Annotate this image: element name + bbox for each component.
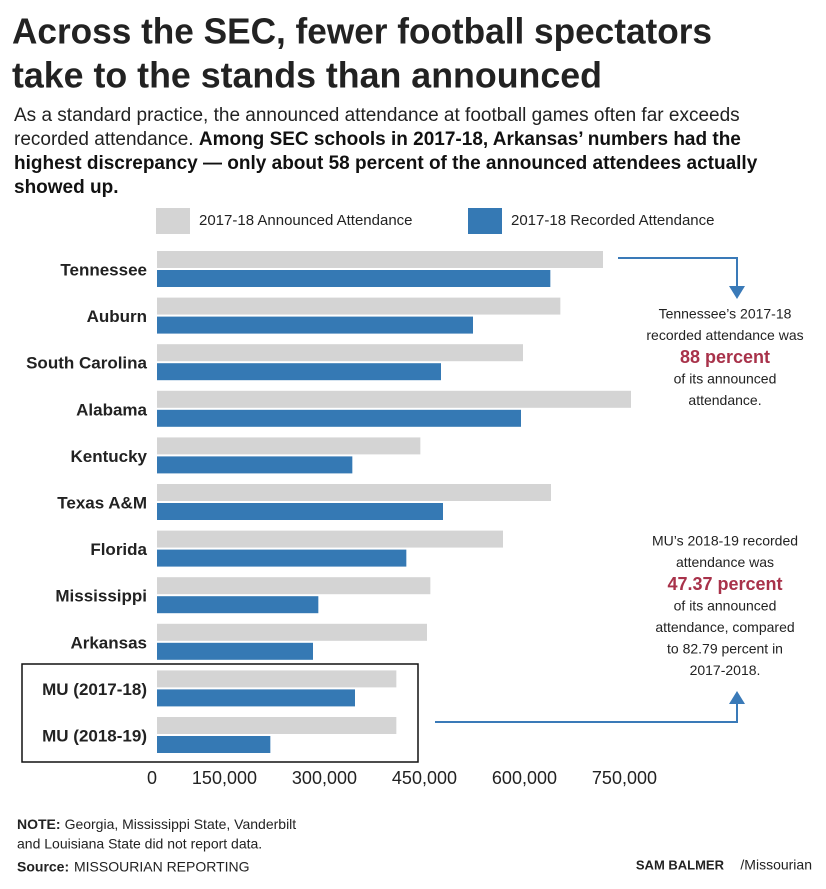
bar <box>157 484 551 501</box>
title-line: Across the SEC, fewer football spectator… <box>12 11 712 52</box>
x-tick-label: 300,000 <box>292 768 357 788</box>
annotation-highlight: 47.37 percent <box>667 574 782 594</box>
bar <box>157 717 397 734</box>
x-tick-label: 150,000 <box>192 768 257 788</box>
source: MISSOURIAN REPORTING <box>74 859 250 875</box>
legend-swatch <box>468 208 502 234</box>
subtitle-bold: Among SEC schools in 2017-18, Arkansas’ … <box>14 129 758 198</box>
category-label: MU (2018-19) <box>42 726 147 745</box>
bar <box>157 530 503 548</box>
arrowhead <box>729 691 745 704</box>
bar <box>157 456 353 474</box>
bar <box>157 503 443 520</box>
annotation-text: MU’s 2018-19 recorded <box>652 533 798 549</box>
bar <box>157 409 521 427</box>
category-label: Mississippi <box>55 587 147 606</box>
subtitle: As a standard practice, the announced at… <box>14 104 804 200</box>
legend-label: 2017-18 Recorded Attendance <box>511 212 715 229</box>
x-tick-label: 750,000 <box>592 768 657 788</box>
x-tick-label: 0 <box>147 768 157 788</box>
bar <box>157 689 355 707</box>
credit-org: /Missourian <box>740 857 812 873</box>
bar <box>157 390 631 408</box>
category-label: Arkansas <box>70 633 147 652</box>
bar <box>157 642 313 660</box>
bar <box>157 596 319 614</box>
bar <box>157 437 421 455</box>
bar <box>157 251 603 268</box>
bar <box>157 297 561 315</box>
bar <box>157 623 427 641</box>
annotation-highlight: 88 percent <box>680 347 770 367</box>
bar <box>157 363 441 381</box>
annotation-text: attendance was <box>676 554 774 570</box>
annotation-text: 2017-2018. <box>690 662 761 678</box>
arrow <box>435 698 738 723</box>
arrowhead <box>729 286 745 299</box>
source-label: Source: <box>17 859 69 875</box>
credit-name: SAM BALMER <box>636 857 725 872</box>
category-label: Texas A&M <box>57 493 147 512</box>
bar <box>157 344 523 362</box>
annotation-text: attendance. <box>688 392 761 408</box>
annotation-text: to 82.79 percent in <box>667 641 783 657</box>
note-text: and Louisiana State did not report data. <box>17 836 262 852</box>
annotation-text: recorded attendance was <box>646 327 803 343</box>
annotation-text: attendance, compared <box>655 619 794 635</box>
category-label: South Carolina <box>26 354 147 373</box>
category-label: Kentucky <box>70 447 147 466</box>
note: NOTE: Georgia, Mississippi State, Vanderb… <box>17 816 296 832</box>
category-label: Tennessee <box>60 260 147 279</box>
note-label: NOTE: <box>17 816 61 832</box>
annotation-text: Tennessee’s 2017-18 <box>659 306 792 322</box>
annotation-text: of its announced <box>674 371 777 387</box>
bar <box>157 736 271 753</box>
legend-label: 2017-18 Announced Attendance <box>199 212 413 229</box>
category-label: Auburn <box>87 307 147 326</box>
annotation-text: of its announced <box>674 598 777 614</box>
x-tick-label: 600,000 <box>492 768 557 788</box>
note-text: Georgia, Mississippi State, Vanderbilt <box>65 816 297 832</box>
x-tick-label: 450,000 <box>392 768 457 788</box>
subtitle-text: As a standard practice, the announced at… <box>14 105 740 150</box>
category-label: Alabama <box>76 400 147 419</box>
mu-box <box>21 663 419 763</box>
bar <box>157 670 397 688</box>
bar <box>157 316 473 334</box>
title-line: take to the stands than announced <box>12 55 602 96</box>
bar <box>157 270 551 287</box>
legend-swatch <box>156 208 190 234</box>
bar <box>157 577 431 595</box>
bar <box>157 549 407 567</box>
category-label: MU (2017-18) <box>42 680 147 699</box>
arrow <box>618 257 738 292</box>
category-label: Florida <box>90 540 147 559</box>
